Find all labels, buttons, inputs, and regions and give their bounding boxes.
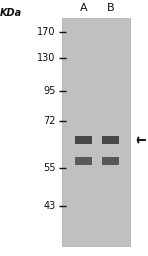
Bar [75, 136, 92, 144]
Text: 95: 95 [43, 86, 56, 96]
Bar [62, 18, 130, 246]
Bar [75, 157, 92, 165]
Bar [102, 136, 119, 144]
Text: A: A [80, 3, 87, 13]
Text: 43: 43 [43, 200, 56, 210]
Text: 170: 170 [37, 27, 56, 37]
Text: 72: 72 [43, 116, 56, 126]
Text: 55: 55 [43, 163, 56, 173]
Text: 130: 130 [37, 54, 56, 63]
Text: B: B [106, 3, 114, 13]
Text: KDa: KDa [0, 7, 22, 17]
Bar [102, 157, 119, 165]
